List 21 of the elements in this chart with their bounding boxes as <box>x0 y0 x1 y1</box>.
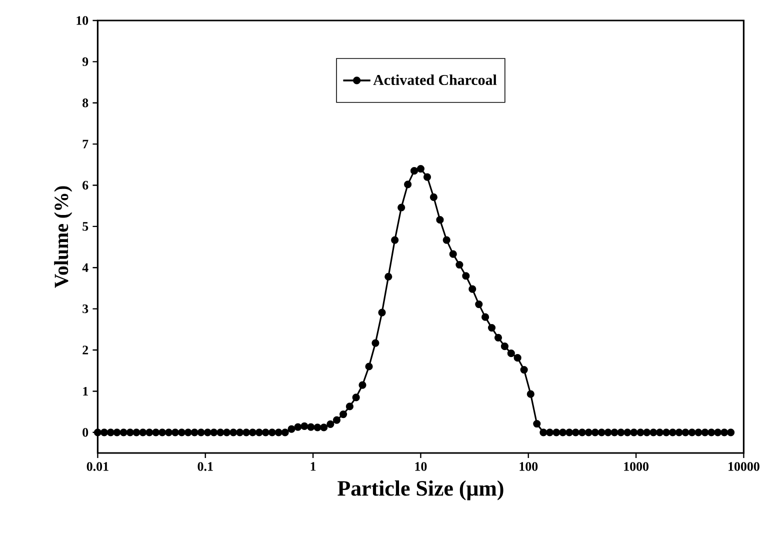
x-tick-label: 1 <box>310 462 316 471</box>
x-tick-label: 0.1 <box>198 462 213 471</box>
y-axis-title: Volume (%) <box>54 186 72 288</box>
x-tick-label: 10 <box>415 462 427 471</box>
x-tick-label: 100 <box>520 462 538 471</box>
x-tick-label: 10000 <box>728 462 760 471</box>
y-tick-label: 5 <box>82 222 88 231</box>
y-tick-label: 2 <box>82 346 88 354</box>
y-tick-label: 4 <box>82 263 88 272</box>
y-tick-label: 0 <box>82 428 88 437</box>
x-tick-label: 1000 <box>624 462 648 471</box>
x-tick-label: 0.01 <box>86 462 108 471</box>
y-tick-label: 10 <box>76 16 88 25</box>
y-tick-label: 7 <box>82 140 88 148</box>
y-tick-label: 8 <box>82 98 88 108</box>
y-tick-label: 1 <box>83 386 88 396</box>
x-axis-title: Particle Size (μm) <box>338 480 504 500</box>
legend-label: Activated Charcoal <box>373 74 497 86</box>
y-tick-label: 9 <box>82 57 88 66</box>
y-tick-label: 3 <box>82 304 88 314</box>
y-tick-label: 6 <box>82 180 88 190</box>
